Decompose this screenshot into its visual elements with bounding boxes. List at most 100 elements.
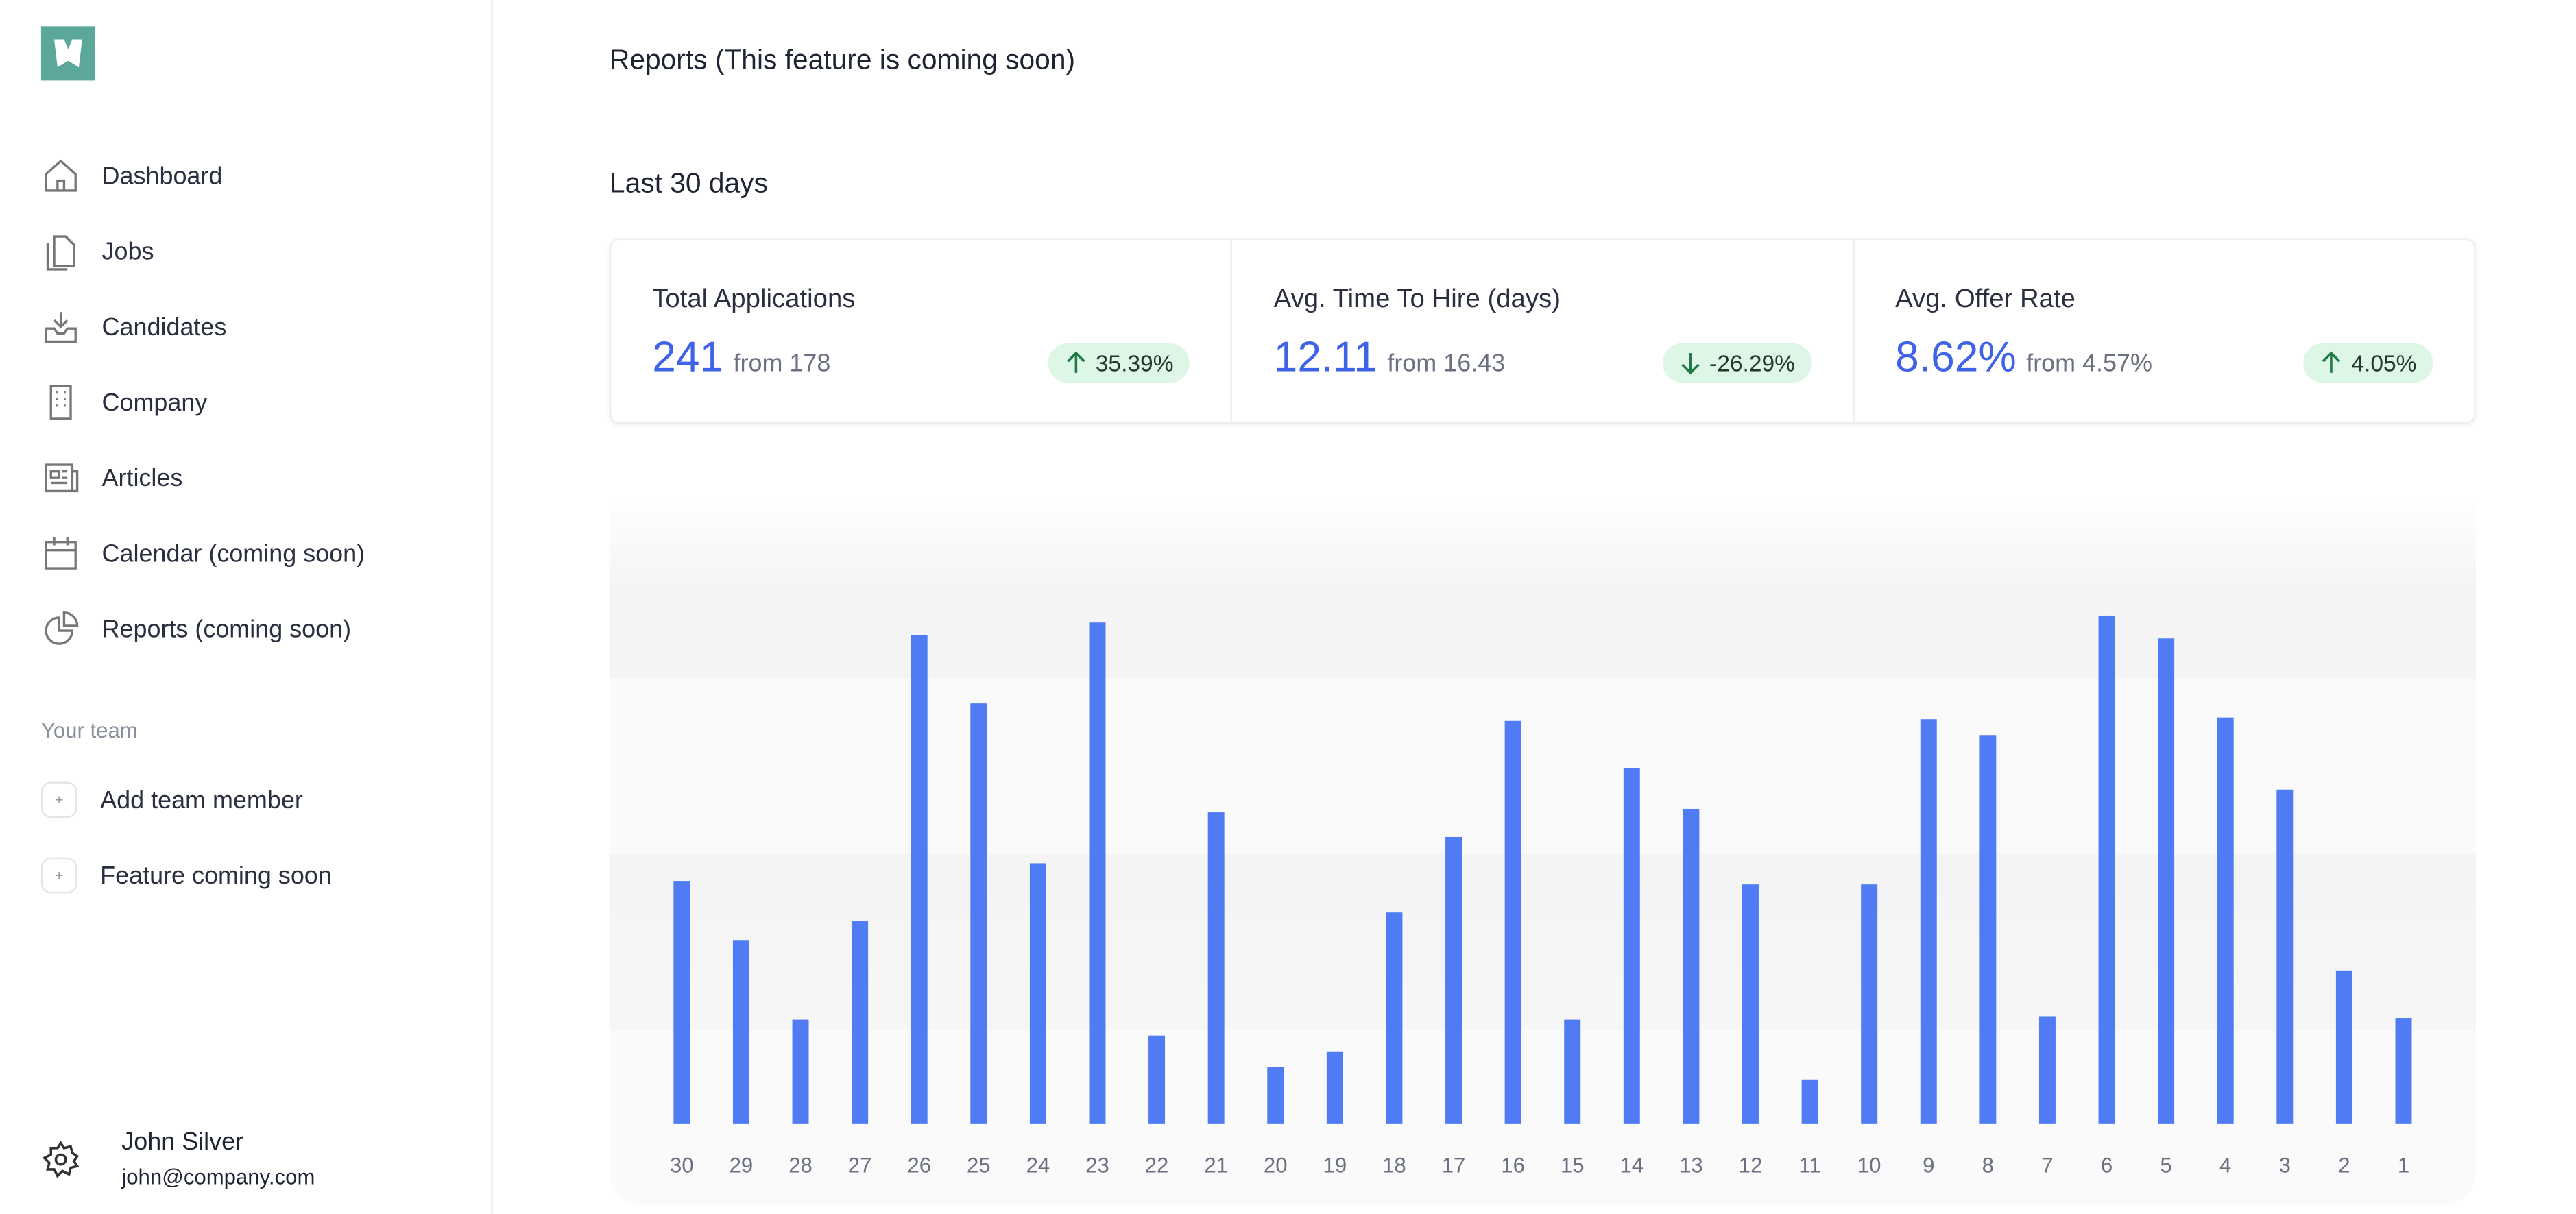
stat-change: -26.29% (1661, 343, 1811, 383)
x-tick-label: 6 (2101, 1154, 2112, 1178)
team-label: Feature coming soon (100, 861, 332, 890)
stat-label: Avg. Time To Hire (days) (1273, 285, 1561, 314)
logo[interactable] (40, 26, 95, 81)
bar (2335, 970, 2352, 1124)
user-email: john@company.com (121, 1164, 315, 1189)
stat-from: from 178 (733, 350, 831, 378)
x-tick-label: 9 (1923, 1154, 1934, 1178)
change-value: -26.29% (1709, 350, 1796, 376)
bar (1920, 719, 1937, 1124)
bar (2395, 1018, 2412, 1124)
bar (1148, 1035, 1166, 1124)
bar (2158, 638, 2175, 1124)
nav-label: Jobs (101, 237, 154, 265)
x-tick-label: 20 (1264, 1154, 1288, 1178)
bar (1267, 1067, 1284, 1124)
bar (2276, 789, 2294, 1124)
x-tick-label: 23 (1085, 1154, 1109, 1178)
stat-value: 8.62% (1895, 331, 2017, 381)
bar (1801, 1079, 1818, 1124)
stat-card: Avg. Time To Hire (days) 12.11 from 16.43… (1233, 239, 1855, 422)
sidebar: Dashboard Jobs Candidates Company Articl… (0, 0, 493, 1214)
bar (1504, 720, 1521, 1124)
chart: 30 29 28 27 26 25 24 23 22 21 20 19 18 17 16 15 14 13 12 11… (670, 615, 2412, 1178)
bar (673, 881, 690, 1124)
x-tick-label: 3 (2279, 1154, 2291, 1178)
nav-item[interactable]: Calendar (coming soon) (41, 534, 365, 574)
x-tick-label: 27 (848, 1154, 872, 1178)
stat-value-row: 12.11 from 16.43 (1274, 332, 1505, 383)
bar (1861, 884, 1878, 1124)
chart-panel: 30 29 28 27 26 25 24 23 22 21 20 19 18 17 16 15 14 13 12 11… (609, 492, 2476, 1204)
nav-label: Reports (coming soon) (101, 615, 352, 644)
nav-label: Calendar (coming soon) (101, 539, 365, 568)
bar (1029, 863, 1046, 1124)
bar (792, 1019, 809, 1124)
nav-item[interactable]: Reports (coming soon) (41, 609, 351, 649)
x-tick-label: 22 (1145, 1154, 1169, 1178)
bar (1089, 622, 1106, 1124)
x-tick-label: 30 (670, 1154, 694, 1178)
x-tick-label: 5 (2160, 1154, 2171, 1178)
x-tick-label: 2 (2338, 1154, 2350, 1178)
stat-label: Avg. Offer Rate (1895, 285, 2075, 314)
x-tick-label: 21 (1204, 1154, 1228, 1178)
bar (1445, 836, 1462, 1124)
bar (1207, 812, 1225, 1124)
nav-item[interactable]: Jobs (41, 232, 154, 271)
stat-change: 4.05% (2303, 343, 2433, 383)
x-tick-label: 19 (1323, 1154, 1347, 1178)
stat-card: Avg. Offer Rate 8.62% from 4.57% 4.05% (1854, 240, 2474, 422)
x-tick-label: 26 (907, 1154, 931, 1178)
x-tick-label: 24 (1026, 1154, 1050, 1178)
stat-value-row: 8.62% from 4.57% (1895, 332, 2152, 383)
x-tick-label: 13 (1679, 1154, 1703, 1178)
period-title: Last 30 days (609, 167, 768, 199)
settings-icon[interactable] (41, 1140, 81, 1180)
stat-card: Total Applications 241 from 178 35.39% (611, 239, 1233, 422)
stat-from: from 4.57% (2026, 350, 2152, 378)
bar (1326, 1051, 1343, 1124)
x-tick-label: 17 (1442, 1154, 1466, 1178)
bar (732, 940, 749, 1124)
nav-item[interactable]: Candidates (41, 307, 226, 347)
bar (1742, 884, 1759, 1124)
stats-cards: Total Applications 241 from 178 35.39% Av… (609, 238, 2476, 424)
bar (1979, 735, 1997, 1124)
team-label: Add team member (100, 786, 303, 814)
bar (1564, 1019, 1581, 1124)
change-value: 35.39% (1095, 350, 1174, 376)
x-tick-label: 7 (2041, 1154, 2053, 1178)
x-tick-label: 25 (967, 1154, 991, 1178)
nav-label: Articles (101, 463, 183, 492)
x-tick-label: 1 (2398, 1154, 2409, 1178)
x-tick-label: 29 (730, 1154, 754, 1178)
x-tick-label: 12 (1739, 1154, 1763, 1178)
team-item[interactable]: + Add team member (40, 780, 303, 820)
stat-value: 12.11 (1273, 331, 1377, 381)
bar (2217, 717, 2234, 1124)
bar (1386, 912, 1403, 1124)
x-tick-label: 16 (1501, 1154, 1525, 1178)
bar (1683, 808, 1700, 1124)
stat-change: 35.39% (1048, 343, 1190, 383)
x-tick-label: 4 (2219, 1154, 2231, 1178)
team-item[interactable]: + Feature coming soon (40, 855, 332, 895)
section-label: Your team (40, 718, 138, 742)
user-name: John Silver (121, 1128, 244, 1156)
page-title: Reports (This feature is coming soon) (609, 44, 1076, 76)
nav-item[interactable]: Dashboard (41, 156, 222, 196)
nav-label: Company (101, 388, 208, 417)
nav-label: Candidates (101, 313, 227, 341)
nav-item[interactable]: Company (41, 383, 207, 422)
nav-item[interactable]: Articles (41, 458, 183, 498)
nav-label: Dashboard (101, 162, 223, 190)
bar (1623, 768, 1640, 1124)
bar (2098, 615, 2115, 1124)
x-tick-label: 11 (1798, 1154, 1820, 1178)
bar (852, 921, 869, 1124)
bar (911, 635, 928, 1124)
change-value: 4.05% (2351, 350, 2417, 376)
